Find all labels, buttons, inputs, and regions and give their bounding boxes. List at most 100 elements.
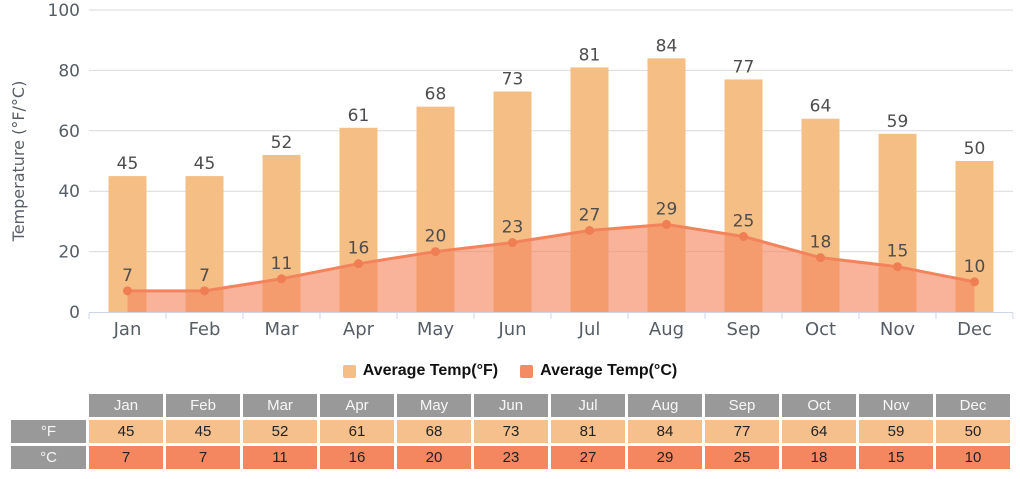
table-value-cell: 77 bbox=[705, 420, 779, 443]
point-may[interactable] bbox=[431, 247, 440, 257]
x-axis-month-label: Oct bbox=[805, 319, 836, 340]
month-header-jan: Jan bbox=[89, 394, 163, 417]
month-header-oct: Oct bbox=[782, 394, 856, 417]
y-axis-tick-label: 80 bbox=[58, 61, 80, 81]
y-axis-tick-label: 60 bbox=[58, 122, 80, 142]
table-value-cell: 10 bbox=[936, 446, 1010, 469]
x-axis-month-label: Jul bbox=[578, 319, 601, 340]
table-value-cell: 15 bbox=[859, 446, 933, 469]
table-row: °F 45 45 52 61 68 73 81 84 77 64 59 50 bbox=[11, 420, 1010, 443]
month-header-jul: Jul bbox=[551, 394, 625, 417]
y-axis-title: Temperature (°F/°C) bbox=[9, 81, 28, 243]
table-value-cell: 45 bbox=[89, 420, 163, 443]
point-value-label: 11 bbox=[271, 254, 293, 274]
table-value-cell: 52 bbox=[243, 420, 317, 443]
x-axis-month-label: Dec bbox=[957, 319, 992, 340]
table-value-cell: 16 bbox=[320, 446, 394, 469]
point-value-label: 7 bbox=[122, 266, 133, 286]
bar-value-label: 45 bbox=[194, 154, 216, 174]
point-value-label: 20 bbox=[425, 227, 447, 247]
legend-label-celsius: Average Temp(°C) bbox=[540, 362, 678, 379]
row-label-celsius: °C bbox=[11, 446, 86, 469]
table-value-cell: 7 bbox=[166, 446, 240, 469]
table-value-cell: 23 bbox=[474, 446, 548, 469]
y-axis-tick-label: 100 bbox=[48, 1, 80, 21]
x-axis-month-label: Jan bbox=[113, 319, 142, 340]
point-feb[interactable] bbox=[200, 286, 209, 296]
month-header-may: May bbox=[397, 394, 471, 417]
point-sep[interactable] bbox=[739, 232, 748, 241]
chart-legend: Average Temp(°F) Average Temp(°C) bbox=[0, 360, 1020, 382]
y-axis-tick-label: 40 bbox=[58, 182, 80, 202]
point-value-label: 23 bbox=[502, 218, 524, 238]
x-axis-month-label: May bbox=[417, 319, 455, 340]
legend-item-celsius[interactable]: Average Temp(°C) bbox=[520, 362, 677, 380]
month-header-aug: Aug bbox=[628, 394, 702, 417]
table-value-cell: 25 bbox=[705, 446, 779, 469]
month-header-sep: Sep bbox=[705, 394, 779, 417]
table-value-cell: 84 bbox=[628, 420, 702, 443]
table-value-cell: 27 bbox=[551, 446, 625, 469]
point-aug[interactable] bbox=[662, 219, 671, 229]
point-jan[interactable] bbox=[123, 286, 132, 296]
point-jun[interactable] bbox=[508, 238, 517, 248]
table-value-cell: 7 bbox=[89, 446, 163, 469]
table-value-cell: 73 bbox=[474, 420, 548, 443]
point-value-label: 27 bbox=[579, 205, 601, 225]
x-axis-month-label: Apr bbox=[343, 319, 375, 340]
x-axis-month-label: Jun bbox=[497, 319, 526, 340]
row-label-fahrenheit: °F bbox=[11, 420, 86, 443]
bar-value-label: 84 bbox=[656, 36, 678, 56]
point-nov[interactable] bbox=[893, 262, 902, 272]
bar-value-label: 64 bbox=[810, 97, 832, 117]
y-axis-tick-label: 0 bbox=[69, 303, 80, 323]
point-mar[interactable] bbox=[277, 274, 286, 284]
point-jul[interactable] bbox=[585, 225, 594, 235]
legend-label-fahrenheit: Average Temp(°F) bbox=[362, 362, 499, 379]
month-header-mar: Mar bbox=[243, 394, 317, 417]
point-oct[interactable] bbox=[816, 253, 825, 263]
month-header-apr: Apr bbox=[320, 394, 394, 417]
month-header-jun: Jun bbox=[474, 394, 548, 417]
month-header-feb: Feb bbox=[166, 394, 240, 417]
x-axis-month-label: Sep bbox=[727, 319, 761, 340]
month-header-dec: Dec bbox=[936, 394, 1010, 417]
table-corner-cell bbox=[11, 394, 86, 417]
fahrenheit-series-swatch-icon bbox=[342, 364, 356, 378]
celsius-series-swatch-icon bbox=[520, 364, 534, 378]
bar-value-label: 68 bbox=[425, 85, 447, 105]
point-apr[interactable] bbox=[354, 259, 363, 269]
x-axis-month-label: Feb bbox=[189, 319, 221, 340]
area-line bbox=[127, 222, 975, 293]
area-fill bbox=[127, 224, 975, 312]
table-value-cell: 29 bbox=[628, 446, 702, 469]
temperature-chart: 0 20 40 60 80 100 Temperature (°F/°C) 45 45 52 61 6… bbox=[9, 1, 1014, 340]
point-value-label: 7 bbox=[199, 266, 210, 286]
table-value-cell: 18 bbox=[782, 446, 856, 469]
point-value-label: 10 bbox=[964, 257, 986, 277]
y-axis-tick-label: 20 bbox=[58, 243, 80, 263]
table-row: °C 7 7 11 16 20 23 27 29 25 18 15 10 bbox=[11, 446, 1010, 469]
table-value-cell: 64 bbox=[782, 420, 856, 443]
temperature-table: Jan Feb Mar Apr May Jun Jul Aug Sep Oct Nov Dec °F 45… bbox=[8, 391, 1013, 472]
bar-value-label: 52 bbox=[271, 133, 293, 153]
legend-item-fahrenheit[interactable]: Average Temp(°F) bbox=[342, 362, 499, 380]
table-value-cell: 61 bbox=[320, 420, 394, 443]
x-axis-month-label: Mar bbox=[265, 319, 300, 340]
bar-value-label: 73 bbox=[502, 70, 524, 90]
bar-value-label: 61 bbox=[348, 106, 370, 126]
point-value-label: 25 bbox=[733, 212, 755, 232]
table-value-cell: 50 bbox=[936, 420, 1010, 443]
point-dec[interactable] bbox=[970, 277, 979, 287]
point-value-label: 18 bbox=[810, 233, 832, 253]
bar-value-label: 50 bbox=[964, 139, 986, 159]
bar-value-label: 81 bbox=[579, 45, 601, 65]
point-value-label: 16 bbox=[348, 239, 370, 259]
table-value-cell: 20 bbox=[397, 446, 471, 469]
table-value-cell: 81 bbox=[551, 420, 625, 443]
table-value-cell: 11 bbox=[243, 446, 317, 469]
month-header-nov: Nov bbox=[859, 394, 933, 417]
point-value-label: 15 bbox=[887, 242, 909, 262]
bar-value-label: 59 bbox=[887, 112, 909, 132]
table-value-cell: 59 bbox=[859, 420, 933, 443]
